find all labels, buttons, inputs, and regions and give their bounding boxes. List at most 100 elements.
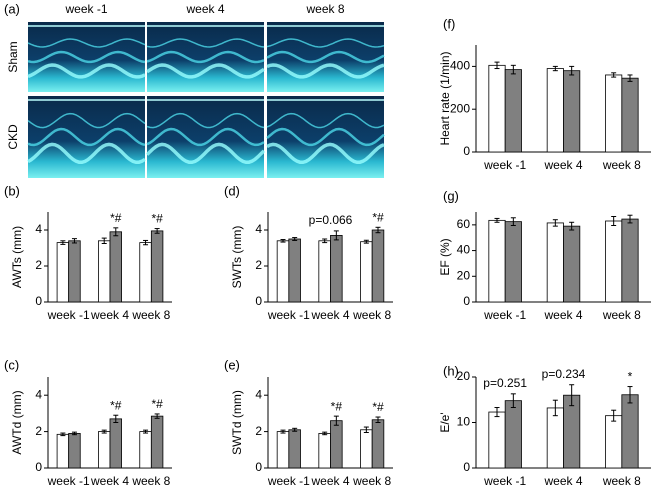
bar (288, 429, 301, 469)
bar (276, 431, 290, 469)
echo-image (147, 22, 264, 92)
bar (546, 68, 564, 153)
echo-wave (266, 63, 385, 79)
bar (504, 221, 522, 303)
bar (488, 219, 506, 303)
y-tick-label: 10 (457, 415, 471, 429)
echo-wave (266, 142, 385, 165)
significance-label: *# (110, 211, 122, 225)
bar (360, 241, 373, 303)
echo-wave (27, 63, 146, 79)
echo-wave (146, 50, 265, 64)
significance-label: *# (372, 210, 384, 224)
x-tick-label: week -1 (267, 308, 310, 322)
y-tick-label: 20 (457, 268, 471, 282)
bar (504, 69, 522, 153)
x-tick-label: week 4 (90, 308, 129, 322)
column-label: week 8 (305, 2, 344, 16)
y-tick-label: 0 (463, 460, 470, 474)
bar (56, 242, 70, 303)
y-tick-label: 0 (463, 294, 470, 308)
x-tick-label: week 4 (543, 308, 582, 322)
bar (621, 77, 639, 153)
y-axis-label: Heart rate (1/min) (438, 51, 452, 145)
x-tick-label: week 4 (310, 474, 349, 488)
bar (98, 431, 111, 469)
y-tick-label: 400 (450, 59, 470, 73)
panel-label: (g) (443, 188, 459, 203)
significance-label: *# (372, 400, 384, 414)
x-tick-label: week 8 (131, 308, 170, 322)
bar (621, 218, 639, 303)
y-tick-label: 4 (35, 387, 42, 401)
bar (605, 415, 623, 469)
significance-label: *# (151, 212, 163, 226)
x-tick-label: week 8 (352, 308, 391, 322)
y-tick-label: 40 (457, 243, 471, 257)
bar (504, 400, 522, 469)
y-axis-label: E/e' (438, 412, 452, 432)
bar (605, 74, 623, 153)
y-axis-label: SWTd (mm) (230, 390, 244, 455)
y-tick-label: 0 (35, 294, 42, 308)
bar (150, 230, 164, 303)
x-tick-label: week -1 (483, 308, 526, 322)
y-tick-label: 200 (450, 101, 470, 115)
x-tick-label: week 4 (310, 308, 349, 322)
y-tick-label: 0 (463, 144, 470, 158)
column-label: week -1 (64, 2, 107, 16)
panel-label: (f) (443, 16, 455, 31)
y-tick-label: 4 (255, 387, 262, 401)
bar (109, 418, 122, 469)
echo-wave (266, 127, 385, 147)
bar (330, 420, 343, 469)
echo-wave (146, 63, 265, 79)
x-tick-label: week -1 (483, 474, 526, 488)
echo-wave (146, 112, 265, 129)
panel-label: (c) (4, 357, 19, 372)
bar (563, 70, 581, 153)
y-axis-label: EF (%) (438, 238, 452, 275)
echo-wave (145, 142, 266, 165)
y-tick-label: 20 (457, 369, 471, 383)
x-tick-label: week -1 (47, 474, 90, 488)
bar (488, 411, 506, 469)
bar (330, 234, 343, 303)
bar (109, 231, 122, 303)
bar (488, 64, 506, 153)
y-tick-label: 2 (35, 258, 42, 272)
y-axis-label: AWTd (mm) (10, 390, 24, 454)
bar (150, 415, 164, 469)
y-tick-label: 4 (255, 222, 262, 236)
bar (546, 407, 564, 469)
x-tick-label: week 4 (90, 474, 129, 488)
bar (371, 419, 385, 469)
y-tick-label: 4 (35, 222, 42, 236)
y-axis-label: AWTs (mm) (10, 226, 24, 288)
bar (139, 431, 152, 469)
echo-wave (27, 112, 146, 129)
significance-label: *# (110, 398, 122, 412)
echo-wave (266, 38, 385, 48)
significance-label: *# (331, 399, 343, 413)
significance-label: *# (151, 397, 163, 411)
p-value: p=0.234 (542, 367, 586, 381)
y-tick-label: 2 (35, 424, 42, 438)
bar (276, 240, 290, 303)
bar (605, 220, 623, 303)
x-tick-label: week 8 (131, 474, 170, 488)
x-tick-label: week -1 (267, 474, 310, 488)
echo-image (147, 96, 264, 178)
echo-wave (27, 50, 146, 64)
x-tick-label: week 8 (602, 158, 641, 172)
x-tick-label: week 4 (543, 474, 582, 488)
bar (68, 240, 81, 303)
row-label: CKD (6, 124, 20, 150)
echo-wave (146, 38, 265, 48)
significance-label: * (628, 370, 633, 384)
x-tick-label: week 8 (602, 474, 641, 488)
x-tick-label: week -1 (483, 158, 526, 172)
y-tick-label: 0 (255, 460, 262, 474)
y-tick-label: 0 (255, 294, 262, 308)
